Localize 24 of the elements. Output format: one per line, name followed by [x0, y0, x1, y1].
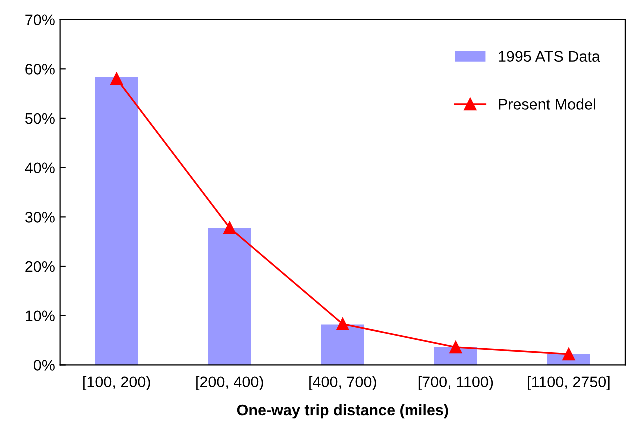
legend-label: Present Model: [499, 98, 596, 110]
bar: [95, 77, 138, 366]
legend-label: 1995 ATS Data: [499, 51, 600, 62]
y-tick-label: 30%: [25, 212, 55, 223]
x-tick-label: [100, 200): [84, 376, 150, 391]
x-tick-label: [200, 400): [196, 376, 264, 391]
bar: [321, 324, 364, 366]
point: [562, 348, 576, 361]
y-tick-label: 50%: [26, 113, 55, 124]
y-tick-label: 10%: [26, 310, 55, 322]
bar: [208, 228, 252, 366]
x-axis-title: One-way trip distance (miles): [237, 404, 448, 419]
point: [336, 318, 350, 330]
x-tick-label: [700, 1100): [418, 376, 494, 391]
y-tick-label: 20%: [26, 261, 55, 272]
point: [110, 72, 124, 86]
y-tick-label: 60%: [26, 64, 55, 75]
x-tick-label: [400, 700): [310, 376, 376, 391]
point: [450, 341, 462, 354]
y-tick-label: 40%: [25, 162, 55, 174]
point: [224, 222, 236, 234]
x-tick-label: [1100, 2750]: [528, 376, 610, 391]
y-tick-label: 70%: [26, 14, 55, 26]
y-tick-label: 0%: [34, 360, 55, 371]
